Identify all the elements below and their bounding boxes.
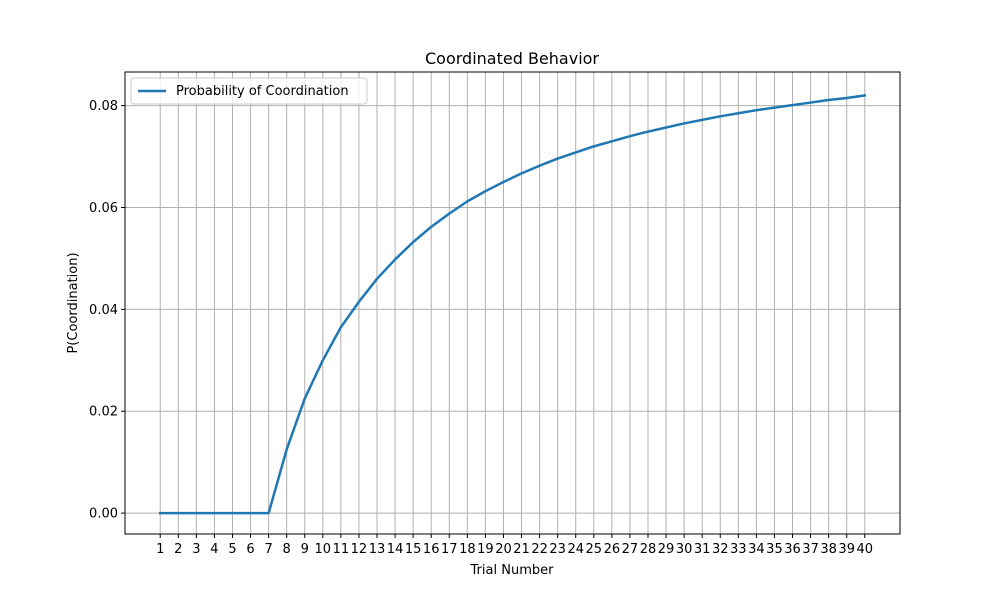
y-tick-label: 0.08 bbox=[89, 99, 118, 114]
legend-label: Probability of Coordination bbox=[176, 84, 349, 99]
y-axis-title: P(Coordination) bbox=[66, 252, 81, 353]
x-tick-label: 10 bbox=[315, 542, 332, 557]
legend: Probability of Coordination bbox=[130, 77, 368, 105]
x-tick-label: 20 bbox=[495, 542, 512, 557]
legend-box bbox=[130, 77, 368, 105]
x-tick-label: 3 bbox=[192, 542, 200, 557]
x-tick-label: 29 bbox=[658, 542, 675, 557]
x-tick-label: 7 bbox=[264, 542, 272, 557]
chart-title: Coordinated Behavior bbox=[425, 49, 599, 68]
y-tick-label: 0.04 bbox=[89, 303, 118, 318]
x-tick-label: 18 bbox=[459, 542, 476, 557]
x-tick-label: 37 bbox=[802, 542, 819, 557]
x-tick-label: 2 bbox=[174, 542, 182, 557]
x-tick-label: 23 bbox=[549, 542, 566, 557]
x-tick-label: 19 bbox=[477, 542, 494, 557]
series-layer bbox=[158, 94, 867, 515]
x-tick-label: 15 bbox=[405, 542, 422, 557]
x-tick-label: 30 bbox=[676, 542, 693, 557]
x-tick-label: 5 bbox=[228, 542, 236, 557]
grid-lines bbox=[125, 72, 900, 534]
x-tick-label: 8 bbox=[283, 542, 291, 557]
x-tick-label: 17 bbox=[441, 542, 458, 557]
plot-frame bbox=[124, 71, 901, 535]
x-tick-label: 27 bbox=[622, 542, 639, 557]
y-axis-ticks: 0.00 0.02 0.04 0.06 0.08 bbox=[89, 99, 125, 522]
x-tick-label: 32 bbox=[712, 542, 729, 557]
x-tick-label: 38 bbox=[820, 542, 837, 557]
x-tick-label: 16 bbox=[423, 542, 440, 557]
x-tick-label: 13 bbox=[369, 542, 386, 557]
x-tick-label: 6 bbox=[246, 542, 254, 557]
x-tick-label: 14 bbox=[387, 542, 404, 557]
x-tick-label: 25 bbox=[586, 542, 603, 557]
x-tick-label: 11 bbox=[333, 542, 350, 557]
x-tick-label: 4 bbox=[210, 542, 218, 557]
x-axis-ticks: 1 2 3 4 5 6 7 8 9 10 11 12 13 14 15 16 17 18 19 20 21 22 23 24 2… bbox=[156, 534, 873, 557]
y-tick-label: 0.06 bbox=[89, 201, 118, 216]
y-tick-label: 0.00 bbox=[89, 507, 118, 522]
x-tick-label: 34 bbox=[748, 542, 765, 557]
x-tick-label: 40 bbox=[856, 542, 873, 557]
x-tick-label: 36 bbox=[784, 542, 801, 557]
x-tick-label: 39 bbox=[838, 542, 855, 557]
x-tick-label: 35 bbox=[766, 542, 783, 557]
x-tick-label: 24 bbox=[567, 542, 584, 557]
x-axis-title: Trial Number bbox=[470, 563, 555, 578]
x-tick-label: 1 bbox=[156, 542, 164, 557]
series-line bbox=[158, 94, 867, 515]
x-tick-label: 31 bbox=[694, 542, 711, 557]
x-tick-label: 9 bbox=[301, 542, 309, 557]
x-tick-label: 33 bbox=[730, 542, 747, 557]
x-tick-label: 21 bbox=[513, 542, 530, 557]
x-tick-label: 22 bbox=[531, 542, 548, 557]
x-tick-label: 12 bbox=[351, 542, 368, 557]
x-tick-label: 28 bbox=[640, 542, 657, 557]
y-tick-label: 0.02 bbox=[89, 405, 118, 420]
x-tick-label: 26 bbox=[604, 542, 621, 557]
